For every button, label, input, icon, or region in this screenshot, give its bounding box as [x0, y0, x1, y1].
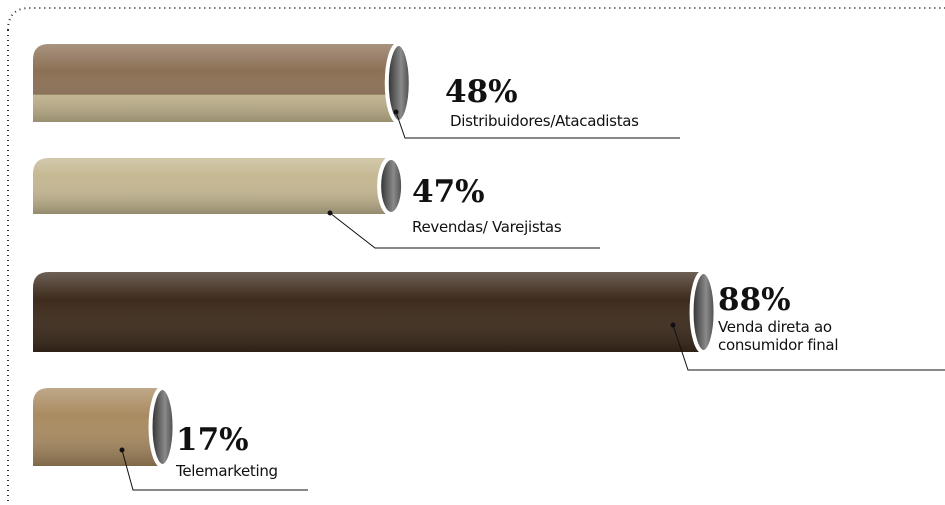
bar-shade — [33, 44, 399, 122]
category-label: Distribuidores/Atacadistas — [450, 112, 639, 130]
bar-shade — [33, 272, 704, 352]
category-label: Venda direta ao consumidor final — [718, 318, 839, 354]
category-label: Revendas/ Varejistas — [412, 218, 562, 236]
pipe-end — [148, 386, 177, 468]
bar-shade — [33, 388, 163, 466]
pipe-end — [384, 42, 413, 124]
leader-line — [329, 212, 600, 249]
bar-shade — [33, 158, 392, 214]
value-label: 17% — [176, 422, 249, 458]
leader-line — [121, 449, 308, 491]
pipe-end — [689, 270, 718, 354]
dotted-frame — [7, 7, 945, 31]
value-label: 88% — [718, 282, 791, 318]
leader-line — [395, 111, 680, 139]
value-label: 48% — [445, 74, 518, 110]
category-label: Telemarketing — [176, 462, 278, 480]
pipe-end — [377, 156, 406, 216]
leader-line — [672, 324, 945, 371]
value-label: 47% — [412, 174, 485, 210]
